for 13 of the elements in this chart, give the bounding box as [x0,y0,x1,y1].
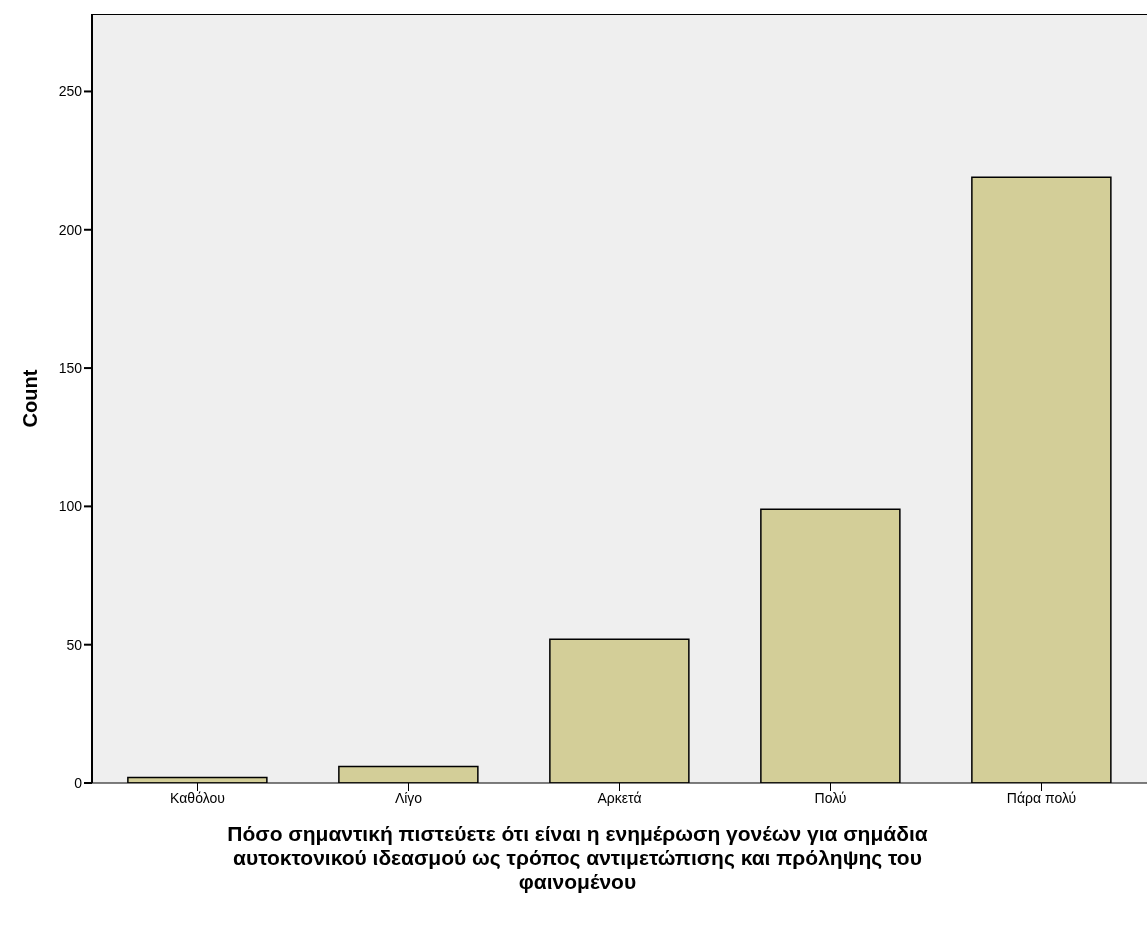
x-tick-label: Καθόλου [170,789,225,806]
x-axis-title: Πόσο σημαντική πιστεύετε ότι είναι η ενημέρωση γονέων για σημάδια αυτοκτονικού ιδεασμού ως τρόπος αντιμετώπισης και πρόληψης του φαινομένου [226,822,929,894]
x-tick-label: Αρκετά [597,789,642,806]
x-tick-label: Πολύ [814,789,847,806]
y-tick-label: 250 [58,83,83,100]
y-tick-label: 200 [58,221,83,238]
y-tick-label: 0 [74,774,83,791]
y-tick-label: 100 [58,498,83,515]
x-tick-label: Λίγο [394,789,423,806]
y-tick-label: 150 [58,360,83,377]
x-tick-label: Πάρα πολύ [1006,789,1077,806]
y-axis-title: Count [19,369,42,428]
y-tick-label: 50 [66,636,83,653]
